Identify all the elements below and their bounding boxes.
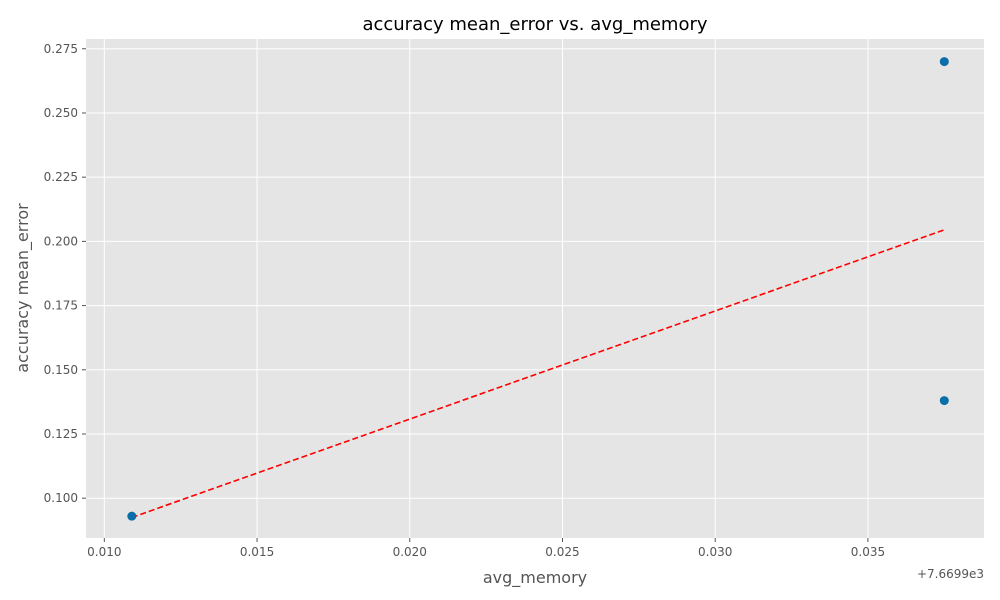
x-tick-label: 0.020 bbox=[393, 545, 427, 559]
x-tick-label: 0.015 bbox=[240, 545, 274, 559]
y-axis: 0.100 0.125 0.150 0.175 0.200 0.225 0.250 0.275 bbox=[44, 42, 86, 505]
x-tick-label: 0.030 bbox=[698, 545, 732, 559]
y-tick-label: 0.200 bbox=[44, 234, 78, 248]
x-axis-label: avg_memory bbox=[483, 568, 587, 588]
y-tick-label: 0.150 bbox=[44, 363, 78, 377]
x-axis-offset-label: +7.6699e3 bbox=[917, 567, 984, 581]
x-axis: 0.010 0.015 0.020 0.025 0.030 0.035 bbox=[87, 538, 885, 559]
scatter-point bbox=[939, 57, 949, 67]
scatter-point bbox=[127, 511, 137, 521]
y-tick-label: 0.275 bbox=[44, 42, 78, 56]
y-tick-label: 0.175 bbox=[44, 299, 78, 313]
x-tick-label: 0.025 bbox=[545, 545, 579, 559]
y-axis-label: accuracy mean_error bbox=[13, 203, 33, 373]
scatter-points bbox=[127, 57, 949, 521]
x-tick-label: 0.010 bbox=[87, 545, 121, 559]
x-tick-label: 0.035 bbox=[851, 545, 885, 559]
grid bbox=[86, 39, 984, 538]
scatter-point bbox=[939, 396, 949, 406]
y-tick-label: 0.125 bbox=[44, 427, 78, 441]
chart-title: accuracy mean_error vs. avg_memory bbox=[362, 14, 707, 35]
plot-area bbox=[86, 39, 984, 538]
y-tick-label: 0.225 bbox=[44, 170, 78, 184]
y-tick-label: 0.100 bbox=[44, 491, 78, 505]
y-tick-label: 0.250 bbox=[44, 106, 78, 120]
